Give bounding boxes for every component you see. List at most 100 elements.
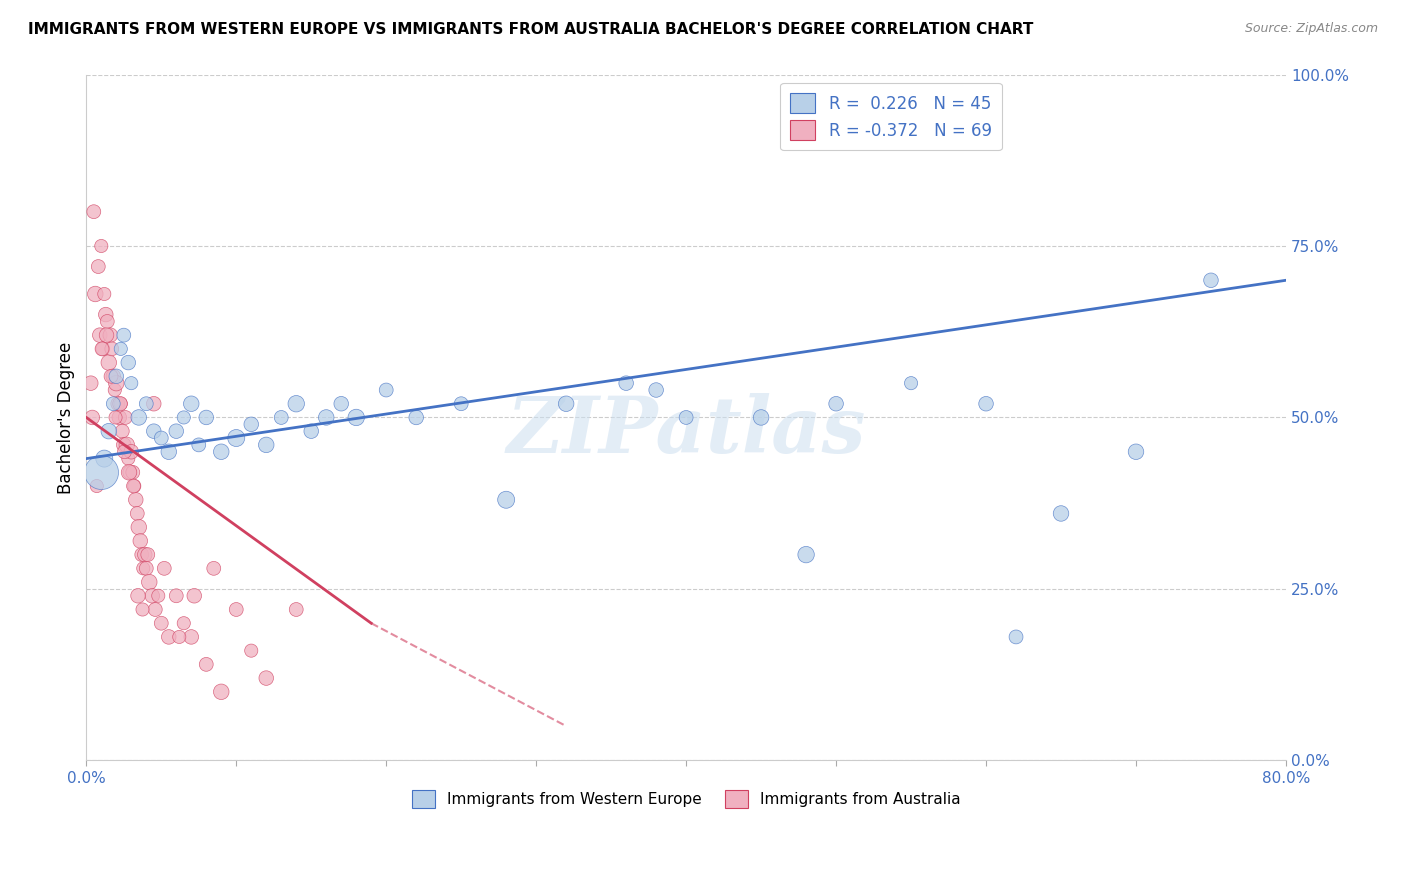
Point (103, 397, 125, 411)
Point (115, 438, 138, 452)
Point (1125, 444, 1147, 458)
Point (165, 589, 187, 603)
Point (450, 397, 472, 411)
Point (142, 397, 165, 411)
Point (285, 397, 308, 411)
Point (93, 287, 115, 301)
Point (134, 548, 156, 562)
Point (169, 630, 191, 644)
Y-axis label: Bachelor's Degree: Bachelor's Degree (58, 342, 75, 493)
Point (136, 548, 159, 562)
Point (97, 355, 120, 369)
Point (225, 431, 247, 445)
Point (344, 410, 367, 425)
Point (96, 328, 118, 343)
Point (125, 492, 148, 507)
Point (202, 561, 225, 575)
Point (187, 438, 209, 452)
Point (105, 369, 128, 384)
Point (270, 410, 292, 425)
Point (645, 383, 668, 397)
Point (127, 507, 149, 521)
Point (138, 575, 160, 590)
Point (105, 376, 128, 391)
Point (180, 630, 202, 644)
Point (100, 369, 122, 384)
Point (98, 328, 121, 343)
Point (900, 376, 922, 391)
Point (794, 548, 817, 562)
Point (90, 466, 112, 480)
Legend: Immigrants from Western Europe, Immigrants from Australia: Immigrants from Western Europe, Immigran… (406, 783, 966, 814)
Point (117, 451, 139, 466)
Point (110, 342, 132, 356)
Point (183, 589, 205, 603)
Point (111, 424, 134, 438)
Point (375, 383, 398, 397)
Point (173, 616, 195, 631)
Point (128, 520, 150, 534)
Point (80, 376, 103, 391)
Point (114, 444, 136, 458)
Point (117, 355, 139, 369)
Point (157, 444, 180, 458)
Point (90, 239, 112, 253)
Point (675, 410, 697, 425)
Point (114, 410, 136, 425)
Point (135, 561, 157, 575)
Point (141, 589, 163, 603)
Point (127, 589, 149, 603)
Point (240, 643, 263, 657)
Point (153, 561, 176, 575)
Point (104, 410, 127, 425)
Point (83, 204, 105, 219)
Point (86, 479, 108, 493)
Point (150, 616, 173, 631)
Point (108, 397, 131, 411)
Point (749, 410, 772, 425)
Point (91, 342, 114, 356)
Point (180, 397, 202, 411)
Point (101, 342, 124, 356)
Point (974, 397, 997, 411)
Point (240, 417, 263, 432)
Point (131, 602, 153, 616)
Point (112, 328, 135, 343)
Point (131, 548, 153, 562)
Point (107, 397, 129, 411)
Text: IMMIGRANTS FROM WESTERN EUROPE VS IMMIGRANTS FROM AUSTRALIA BACHELOR'S DEGREE CO: IMMIGRANTS FROM WESTERN EUROPE VS IMMIGR… (28, 22, 1033, 37)
Point (87, 260, 110, 274)
Point (195, 657, 218, 672)
Point (495, 492, 517, 507)
Point (209, 444, 232, 458)
Point (165, 424, 187, 438)
Point (94, 308, 117, 322)
Point (195, 410, 218, 425)
Point (121, 466, 143, 480)
Point (555, 397, 578, 411)
Point (285, 602, 308, 616)
Point (315, 410, 337, 425)
Text: Source: ZipAtlas.com: Source: ZipAtlas.com (1244, 22, 1378, 36)
Point (225, 602, 247, 616)
Point (148, 589, 170, 603)
Point (104, 383, 127, 397)
Point (129, 533, 152, 548)
Text: ZIPatlas: ZIPatlas (506, 392, 866, 469)
Point (110, 397, 132, 411)
Point (142, 424, 165, 438)
Point (93, 451, 115, 466)
Point (96, 314, 118, 328)
Point (122, 479, 145, 493)
Point (112, 438, 135, 452)
Point (614, 376, 637, 391)
Point (135, 397, 157, 411)
Point (89, 328, 111, 343)
Point (173, 410, 195, 425)
Point (118, 466, 141, 480)
Point (157, 630, 180, 644)
Point (84, 287, 107, 301)
Point (108, 410, 131, 425)
Point (1005, 630, 1028, 644)
Point (128, 410, 150, 425)
